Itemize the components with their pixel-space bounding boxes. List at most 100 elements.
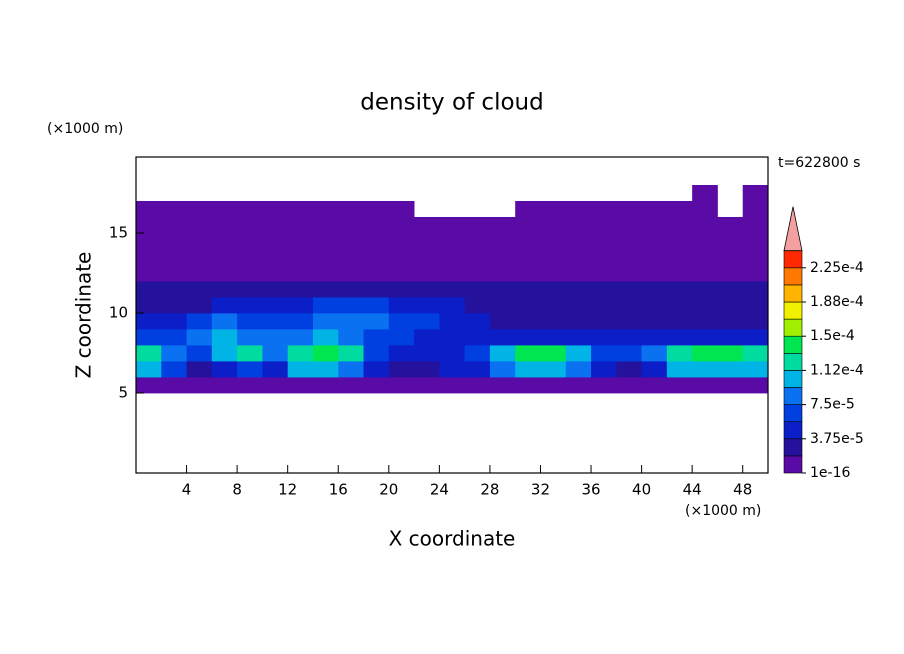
contour-cell	[742, 345, 769, 362]
contour-cell	[136, 265, 162, 282]
contour-cell	[641, 217, 668, 234]
contour-cell	[692, 329, 718, 346]
contour-cell	[363, 361, 390, 378]
contour-cell	[237, 265, 263, 282]
contour-cell	[136, 329, 162, 346]
contour-cell	[338, 265, 364, 282]
contour-cell	[641, 345, 668, 362]
contour-cell	[515, 329, 541, 346]
contour-cell	[338, 297, 364, 314]
contour-cell	[591, 329, 617, 346]
contour-cell	[211, 297, 238, 314]
contour-cell	[464, 217, 491, 234]
contour-cell	[439, 345, 466, 362]
contour-cell	[237, 313, 263, 330]
x-tick-label: 44	[683, 481, 702, 499]
contour-cell	[262, 361, 289, 378]
contour-cell	[515, 217, 541, 234]
contour-cell	[287, 377, 314, 394]
contour-cell	[742, 233, 769, 250]
contour-cell	[515, 201, 541, 218]
contour-cell	[363, 249, 390, 266]
contour-cell	[742, 249, 769, 266]
contour-cell	[287, 361, 314, 378]
colorbar-band	[783, 352, 803, 371]
contour-cell	[565, 281, 592, 298]
contour-cell	[161, 313, 187, 330]
contour-cell	[742, 185, 769, 202]
contour-cell	[742, 201, 769, 218]
y-tick-label: 10	[109, 304, 128, 322]
contour-cell	[439, 249, 466, 266]
contour-cell	[540, 345, 567, 362]
contour-cell	[540, 361, 567, 378]
colorbar-label: 3.75e-5	[810, 431, 864, 447]
contour-cell	[591, 345, 617, 362]
contour-cell	[666, 233, 693, 250]
contour-cell	[363, 297, 390, 314]
contour-cell	[136, 201, 162, 218]
contour-cell	[363, 329, 390, 346]
contour-cell	[237, 329, 263, 346]
contour-cell	[363, 281, 390, 298]
contour-cell	[591, 249, 617, 266]
contour-cell	[414, 361, 440, 378]
contour-cell	[338, 329, 364, 346]
contour-cell	[666, 377, 693, 394]
contour-cell	[262, 265, 289, 282]
contour-cell	[262, 297, 289, 314]
contour-cell	[489, 377, 516, 394]
contour-cell	[287, 329, 314, 346]
contour-cell	[363, 217, 390, 234]
contour-cell	[641, 377, 668, 394]
contour-cell	[742, 217, 769, 234]
colorbar-band	[783, 387, 803, 405]
contour-cell	[439, 361, 466, 378]
colorbar-label: 1.88e-4	[810, 294, 864, 310]
contour-cell	[312, 265, 339, 282]
contour-cell	[666, 201, 693, 218]
contour-cell	[312, 297, 339, 314]
contour-cell	[287, 249, 314, 266]
contour-cell	[565, 217, 592, 234]
contour-cell	[717, 329, 744, 346]
colorbar-band	[783, 267, 803, 286]
contour-cell	[464, 345, 491, 362]
contour-cell	[692, 361, 718, 378]
contour-cell	[312, 217, 339, 234]
contour-cell	[363, 313, 390, 330]
contour-cell	[540, 265, 567, 282]
contour-cell	[363, 377, 390, 394]
x-tick-label: 4	[182, 481, 192, 499]
contour-cell	[312, 361, 339, 378]
contour-cell	[186, 377, 213, 394]
x-tick-label: 20	[379, 481, 398, 499]
contour-cell	[338, 249, 364, 266]
contour-cell	[414, 217, 440, 234]
contour-cell	[287, 233, 314, 250]
contour-cell	[489, 313, 516, 330]
contour-cell	[312, 313, 339, 330]
contour-cell	[591, 233, 617, 250]
contour-cell	[641, 361, 668, 378]
contour-cell	[136, 281, 162, 298]
x-tick-label: 8	[232, 481, 242, 499]
contour-cell	[161, 233, 187, 250]
contour-cell	[616, 313, 642, 330]
contour-cell	[161, 201, 187, 218]
contour-cell	[742, 281, 769, 298]
contour-cell	[363, 233, 390, 250]
contour-cell	[616, 217, 642, 234]
chart-title: density of cloud	[360, 90, 543, 116]
contour-cell	[262, 329, 289, 346]
contour-cell	[489, 233, 516, 250]
colorbar-band	[783, 250, 803, 269]
contour-cell	[641, 313, 668, 330]
contour-cell	[692, 281, 718, 298]
contour-cell	[591, 281, 617, 298]
contour-cell	[666, 297, 693, 314]
contour-cell	[237, 217, 263, 234]
contour-cell	[136, 297, 162, 314]
colorbar-band	[783, 438, 803, 457]
plot-frame	[135, 156, 769, 474]
